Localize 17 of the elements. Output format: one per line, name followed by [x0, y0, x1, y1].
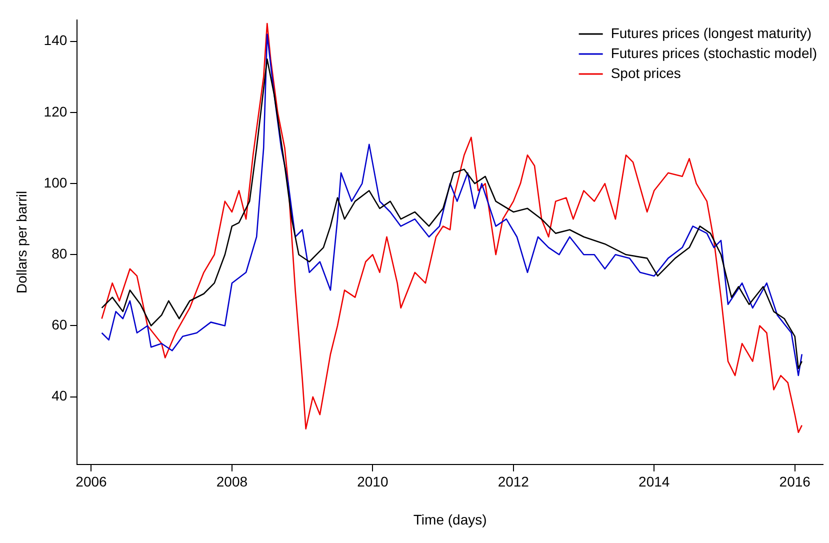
x-tick-label: 2010 [357, 474, 388, 490]
y-tick-label: 80 [52, 246, 68, 262]
legend-label: Spot prices [610, 64, 681, 81]
x-tick-label: 2012 [498, 474, 530, 490]
y-tick-label: 60 [52, 316, 68, 333]
x-tick-label: 2006 [76, 474, 108, 490]
x-tick-label: 2014 [638, 474, 670, 490]
y-tick-label: 120 [44, 103, 68, 120]
x-axis-title: Time (days) [413, 511, 487, 528]
y-tick-label: 100 [44, 174, 68, 190]
x-tick-label: 2016 [779, 474, 811, 490]
x-tick-label: 2008 [216, 474, 248, 490]
y-tick-label: 140 [44, 32, 68, 48]
y-axis-title: Dollars per barril [13, 190, 30, 294]
legend-label: Futures prices (longest maturity) [610, 24, 812, 41]
legend-label: Futures prices (stochastic model) [610, 44, 818, 61]
y-tick-label: 40 [52, 388, 68, 404]
